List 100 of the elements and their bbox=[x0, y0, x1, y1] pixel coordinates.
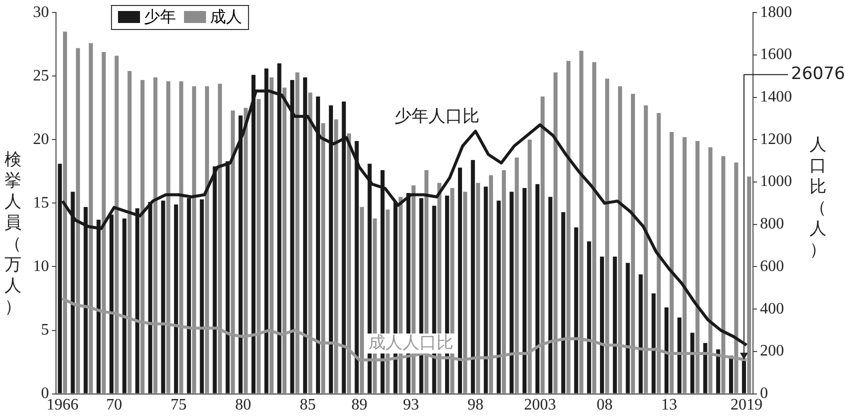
bar bbox=[605, 78, 610, 394]
bar bbox=[102, 52, 106, 394]
bar bbox=[587, 241, 592, 394]
bar bbox=[682, 137, 687, 394]
y-axis-title: 検挙人員（万人） bbox=[4, 150, 22, 318]
bar bbox=[174, 204, 178, 394]
bar bbox=[244, 108, 248, 394]
x-tick-label: 2019 bbox=[730, 396, 763, 414]
annotation: 26076 bbox=[791, 64, 845, 84]
bar bbox=[218, 84, 222, 394]
x-tick-label: 75 bbox=[170, 396, 187, 414]
bar bbox=[360, 207, 364, 394]
y-tick-label: 15 bbox=[33, 194, 49, 212]
bar bbox=[76, 48, 80, 394]
x-tick-label: 2003 bbox=[524, 396, 556, 414]
bar bbox=[502, 170, 506, 394]
legend-label: 成人 bbox=[209, 6, 242, 28]
bar bbox=[721, 156, 726, 394]
bar bbox=[205, 86, 210, 394]
y2-tick-label: 800 bbox=[760, 216, 784, 233]
bar bbox=[734, 162, 738, 394]
bar bbox=[463, 192, 468, 394]
bar bbox=[664, 307, 669, 394]
bar bbox=[321, 123, 326, 394]
bar bbox=[346, 133, 352, 394]
bar bbox=[656, 112, 661, 394]
bar bbox=[612, 256, 617, 394]
bar bbox=[600, 256, 604, 394]
bar bbox=[554, 72, 558, 394]
series-label: 少年人口比 bbox=[394, 106, 480, 127]
y2-tick-label: 1000 bbox=[760, 173, 792, 190]
bar bbox=[470, 160, 475, 394]
bar bbox=[458, 168, 462, 394]
y-tick-label: 25 bbox=[33, 67, 49, 84]
y2-axis-title: 人口比（人） bbox=[809, 135, 827, 261]
bar bbox=[484, 186, 488, 394]
y-tick-label: 20 bbox=[33, 130, 49, 148]
bar bbox=[88, 43, 93, 394]
x-tick-label: 1966 bbox=[46, 396, 78, 414]
bar bbox=[200, 199, 204, 394]
bar bbox=[579, 50, 584, 394]
bar bbox=[630, 94, 635, 394]
bar bbox=[677, 318, 682, 394]
bar bbox=[716, 349, 720, 394]
x-tick-label: 08 bbox=[596, 396, 613, 414]
bar bbox=[128, 71, 132, 394]
legend-label: 少年 bbox=[143, 6, 176, 28]
bar bbox=[153, 77, 158, 394]
bar bbox=[540, 96, 545, 394]
bar bbox=[270, 77, 274, 394]
bar bbox=[690, 332, 694, 394]
y-tick-label: 30 bbox=[33, 4, 49, 21]
bar bbox=[535, 184, 540, 394]
bar bbox=[161, 200, 166, 394]
bar bbox=[638, 274, 643, 394]
bar bbox=[140, 80, 144, 394]
bar bbox=[729, 356, 734, 394]
bar bbox=[670, 132, 674, 394]
bar bbox=[334, 119, 338, 394]
bar bbox=[114, 56, 119, 394]
y2-tick-label: 200 bbox=[760, 342, 784, 360]
bar bbox=[747, 176, 752, 394]
bar bbox=[122, 218, 126, 394]
bar bbox=[626, 262, 630, 394]
bar bbox=[561, 212, 566, 394]
bar bbox=[510, 192, 514, 394]
bar bbox=[528, 140, 532, 394]
bar bbox=[618, 86, 622, 394]
bar bbox=[592, 62, 596, 394]
bar bbox=[230, 110, 235, 394]
x-tick-label: 13 bbox=[661, 396, 678, 414]
bar bbox=[256, 99, 261, 394]
bar bbox=[695, 140, 700, 394]
y2-tick-label: 1400 bbox=[760, 88, 792, 106]
bar bbox=[166, 81, 170, 394]
x-tick-label: 89 bbox=[351, 396, 368, 414]
y-tick-label: 5 bbox=[41, 321, 49, 338]
x-tick-label: 70 bbox=[106, 396, 122, 414]
bar bbox=[179, 81, 184, 394]
bar bbox=[63, 32, 68, 394]
bar bbox=[703, 342, 708, 394]
bar bbox=[282, 88, 286, 394]
bar bbox=[476, 182, 480, 394]
bar bbox=[192, 86, 196, 394]
bar bbox=[488, 175, 493, 394]
bar bbox=[566, 60, 570, 394]
bar bbox=[522, 188, 527, 394]
bar bbox=[652, 293, 656, 394]
bar bbox=[548, 196, 552, 394]
y2-tick-label: 1800 bbox=[760, 4, 792, 21]
bar bbox=[574, 227, 578, 394]
y-tick-label: 10 bbox=[33, 258, 49, 275]
x-tick-label: 85 bbox=[300, 396, 316, 414]
y2-tick-label: 600 bbox=[760, 258, 784, 275]
bar bbox=[514, 157, 519, 394]
bar bbox=[708, 147, 712, 394]
y2-tick-label: 1600 bbox=[760, 46, 792, 64]
bar bbox=[644, 105, 648, 394]
bar bbox=[295, 72, 300, 394]
y2-tick-label: 1200 bbox=[760, 130, 792, 148]
